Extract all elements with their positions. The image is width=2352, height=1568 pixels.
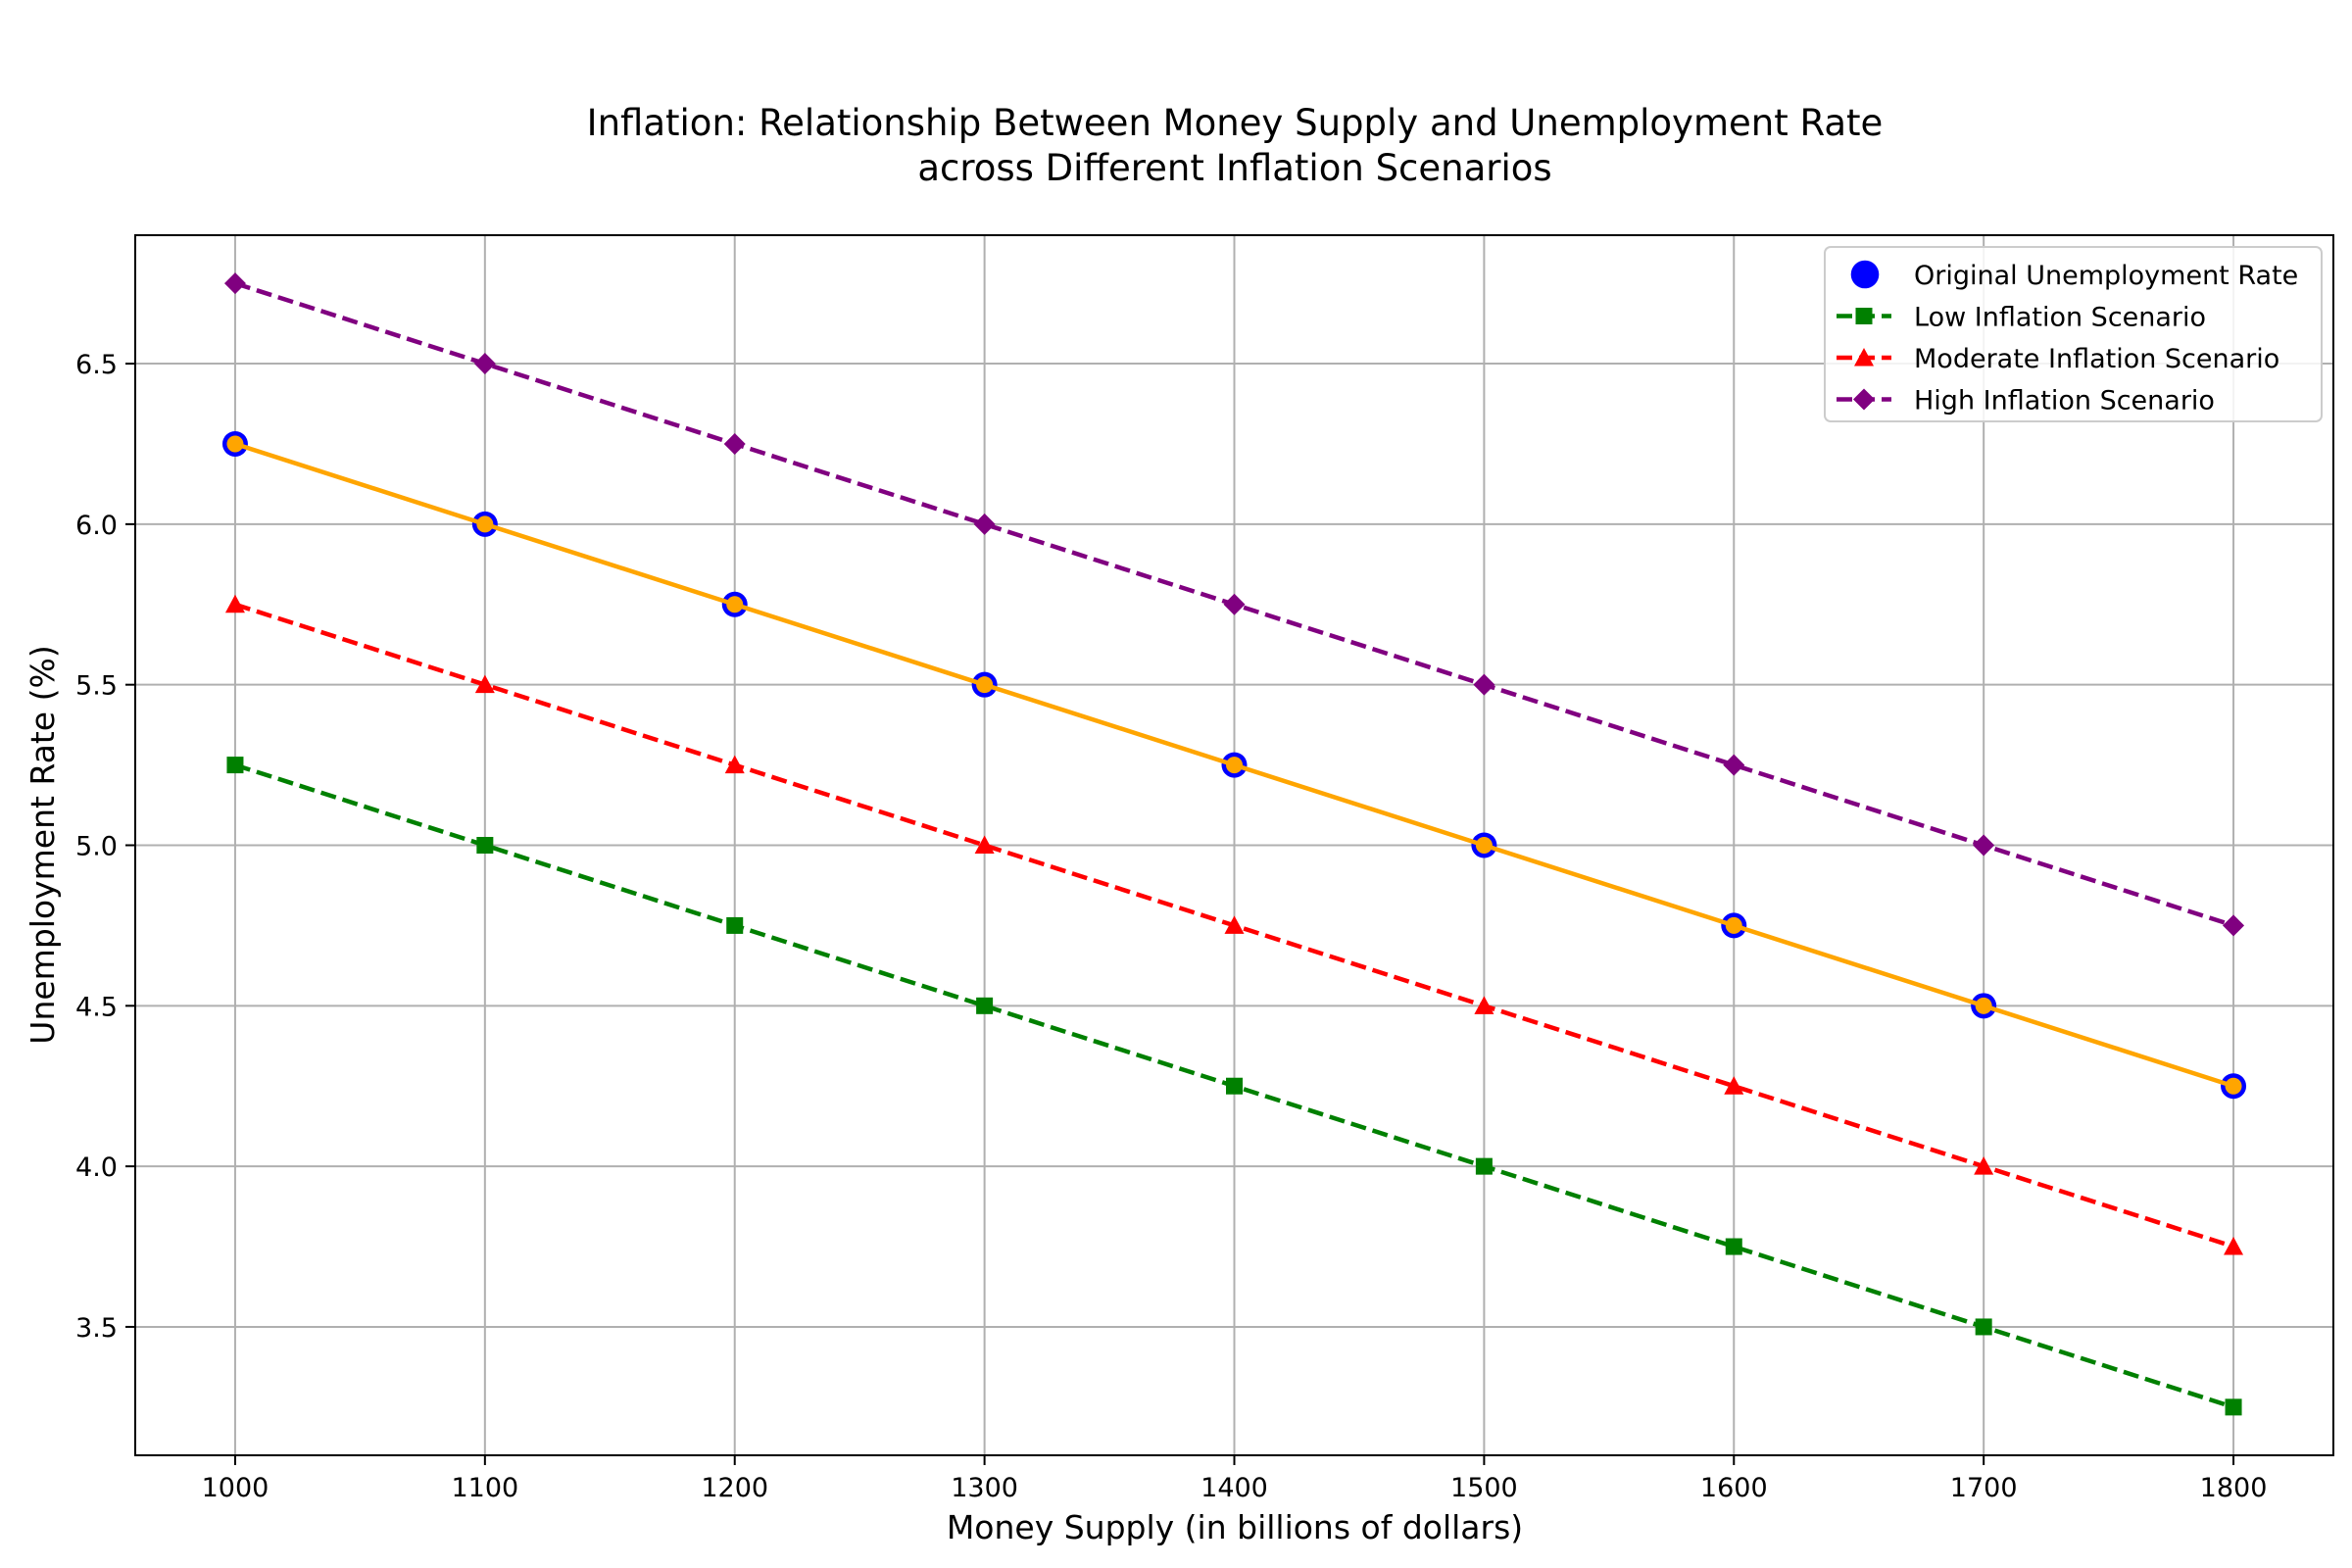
x-tick-label: 1700 bbox=[1950, 1473, 2018, 1503]
y-tick-label: 5.5 bbox=[75, 671, 118, 702]
legend-frame bbox=[1824, 246, 2323, 422]
data-point bbox=[1725, 1238, 1742, 1255]
data-point bbox=[1224, 915, 1245, 934]
legend-item: Original Unemployment Rate bbox=[1850, 260, 2298, 291]
legend-item: Moderate Inflation Scenario bbox=[1837, 344, 2279, 374]
x-tick-label: 1300 bbox=[951, 1473, 1018, 1503]
x-tick-label: 1500 bbox=[1450, 1473, 1518, 1503]
data-point bbox=[973, 513, 996, 535]
data-point bbox=[974, 835, 995, 854]
chart-title-line1: Inflation: Relationship Between Money Su… bbox=[587, 102, 1884, 144]
y-tick-label: 4.0 bbox=[75, 1152, 118, 1183]
series-original-unemployment-rate bbox=[221, 430, 2247, 1100]
x-axis-label: Money Supply (in billions of dollars) bbox=[947, 1508, 1523, 1546]
legend-marker bbox=[1855, 308, 1873, 324]
data-point bbox=[1973, 834, 1995, 857]
data-point bbox=[724, 755, 745, 774]
chart-title-line2: across Different Inflation Scenarios bbox=[917, 147, 1551, 189]
y-tick-label: 6.5 bbox=[75, 350, 118, 380]
series-low-inflation-scenario bbox=[226, 757, 2242, 1416]
x-tick-label: 1400 bbox=[1200, 1473, 1268, 1503]
ticks: 1000 1100 1200 1300 1400 1500 1600 1700 1800 3.5 4… bbox=[75, 350, 2267, 1503]
data-point-inner bbox=[976, 676, 994, 694]
data-point bbox=[1974, 1156, 1994, 1175]
y-axis-label: Unemployment Rate (%) bbox=[24, 645, 62, 1044]
data-point bbox=[474, 674, 495, 694]
y-tick-label: 5.0 bbox=[75, 832, 118, 862]
series-high-inflation-scenario bbox=[223, 272, 2245, 937]
x-tick-label: 1600 bbox=[1700, 1473, 1768, 1503]
data-point-inner bbox=[226, 435, 244, 453]
data-point bbox=[1474, 996, 1494, 1014]
data-point bbox=[223, 272, 246, 295]
y-tick-label: 3.5 bbox=[75, 1313, 118, 1344]
data-point bbox=[1975, 1318, 1992, 1336]
data-point-inner bbox=[1475, 837, 1493, 854]
data-point bbox=[976, 997, 994, 1014]
x-tick-label: 1200 bbox=[701, 1473, 768, 1503]
data-point-inner bbox=[726, 596, 744, 613]
legend-label: Low Inflation Scenario bbox=[1914, 303, 2206, 333]
data-point bbox=[2224, 1237, 2244, 1255]
legend-label: Original Unemployment Rate bbox=[1914, 261, 2298, 291]
data-point bbox=[726, 916, 744, 934]
series-layer bbox=[221, 272, 2247, 1416]
data-point-inner bbox=[476, 515, 494, 533]
legend-marker bbox=[1854, 348, 1874, 367]
data-point-inner bbox=[1975, 997, 1992, 1014]
data-point bbox=[1724, 1076, 1744, 1095]
data-point bbox=[1226, 1077, 1243, 1095]
y-tick-label: 4.5 bbox=[75, 992, 118, 1022]
x-tick-label: 1000 bbox=[202, 1473, 270, 1503]
data-point bbox=[476, 837, 494, 854]
legend-label: Moderate Inflation Scenario bbox=[1914, 344, 2279, 374]
data-point-inner bbox=[1226, 757, 1243, 774]
data-point bbox=[2225, 1398, 2242, 1416]
data-point bbox=[226, 757, 244, 774]
x-tick-label: 1100 bbox=[451, 1473, 518, 1503]
legend: Original Unemployment Rate Low Inflation … bbox=[1824, 246, 2323, 422]
data-point bbox=[1223, 593, 1246, 615]
legend-item: Low Inflation Scenario bbox=[1837, 303, 2206, 333]
data-point bbox=[1475, 1157, 1493, 1175]
data-point bbox=[1723, 754, 1745, 776]
y-tick-label: 6.0 bbox=[75, 511, 118, 541]
data-point bbox=[224, 594, 245, 613]
data-point-inner bbox=[1725, 916, 1742, 934]
x-tick-label: 1800 bbox=[2200, 1473, 2268, 1503]
data-point bbox=[2223, 914, 2245, 937]
data-point bbox=[723, 432, 746, 455]
legend-marker bbox=[1853, 388, 1875, 411]
data-point bbox=[473, 353, 496, 375]
data-point-inner bbox=[2225, 1077, 2242, 1095]
legend-item: High Inflation Scenario bbox=[1837, 386, 2215, 416]
legend-label: High Inflation Scenario bbox=[1914, 386, 2215, 416]
series-moderate-inflation-scenario bbox=[224, 594, 2244, 1255]
data-point bbox=[1473, 673, 1495, 696]
legend-marker bbox=[1850, 260, 1880, 289]
